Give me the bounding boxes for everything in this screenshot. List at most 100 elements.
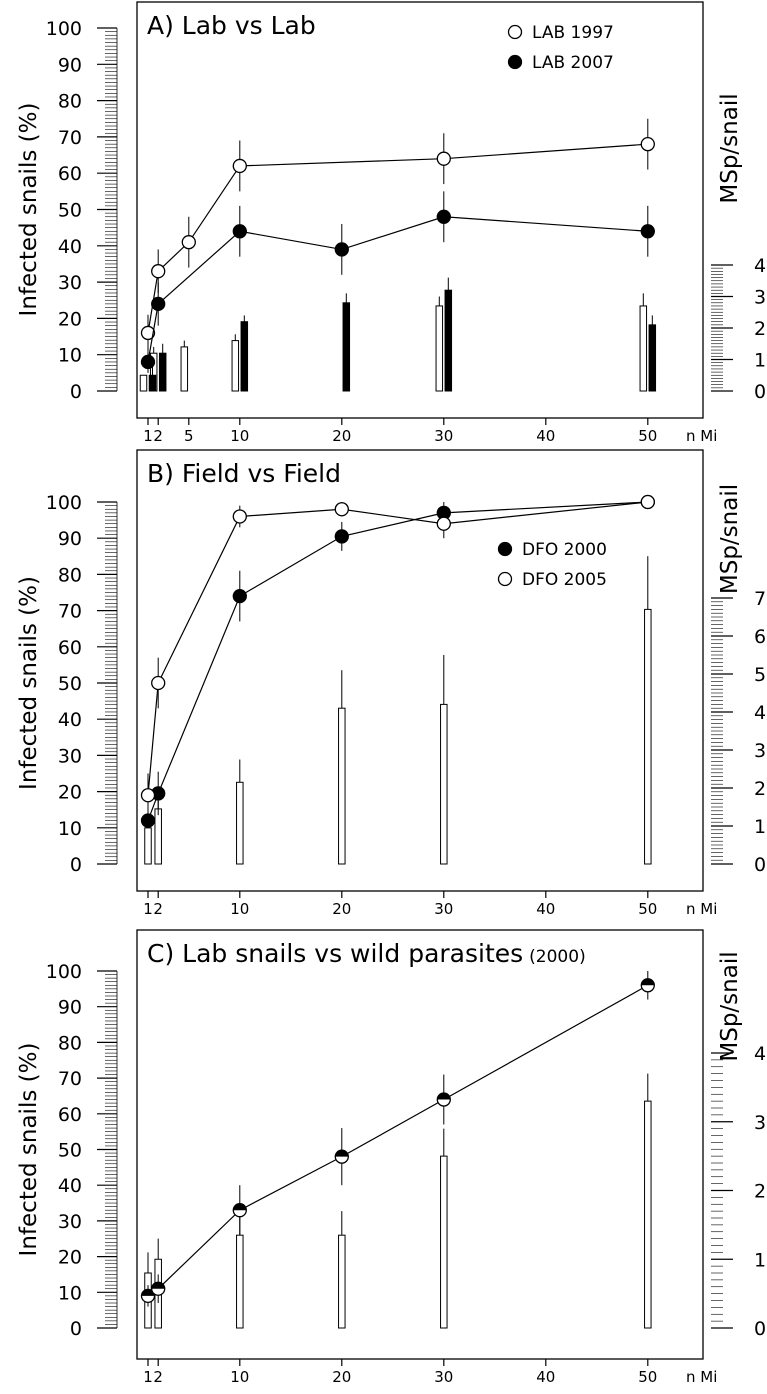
x-axis-label: n Mi bbox=[686, 1368, 717, 1386]
bar bbox=[180, 346, 189, 392]
legend-label: DFO 2005 bbox=[522, 570, 607, 590]
line-series-lab-2007 bbox=[140, 191, 655, 373]
chart-panel-A: A) Lab vs Lab0102030405060708090100Infec… bbox=[16, 1, 766, 445]
x-tick-label: 1 bbox=[143, 1368, 153, 1386]
y-axis-left: 0 10 20 30 40 50 60 70 80 90 100 bbox=[46, 18, 118, 403]
x-tick-label: 50 bbox=[638, 900, 657, 918]
plot-frame bbox=[136, 1, 704, 419]
data-point-fill bbox=[141, 1289, 155, 1296]
legend-label: DFO 2000 bbox=[522, 540, 607, 560]
data-point bbox=[140, 788, 156, 803]
data-point-fill bbox=[641, 978, 655, 986]
y-tick-label: 40 bbox=[58, 709, 82, 731]
bar bbox=[148, 374, 157, 392]
y2-tick-label: 7 bbox=[754, 588, 766, 610]
bar bbox=[435, 305, 444, 392]
y-tick-label: 30 bbox=[58, 272, 82, 294]
line-series-dfo-2005 bbox=[140, 494, 655, 817]
x-tick-label: 30 bbox=[434, 427, 453, 445]
data-point bbox=[232, 224, 247, 239]
data-point bbox=[436, 151, 451, 166]
y2-tick-label: 6 bbox=[754, 626, 766, 648]
y-tick-label: 50 bbox=[58, 200, 82, 222]
data-point bbox=[151, 675, 166, 691]
y-tick-label: 0 bbox=[70, 854, 82, 876]
y-tick-label: 60 bbox=[58, 637, 82, 659]
x-tick-label: 2 bbox=[153, 427, 163, 445]
y2-tick-label: 5 bbox=[754, 664, 766, 686]
data-point bbox=[232, 588, 247, 604]
data-point-fill bbox=[437, 1093, 451, 1100]
y2-tick-label: 3 bbox=[754, 287, 766, 309]
y-axis-right: 0 1 2 3 4 bbox=[711, 255, 766, 403]
x-tick-label: 40 bbox=[536, 1368, 555, 1386]
data-point bbox=[232, 509, 247, 524]
x-tick-label: 50 bbox=[638, 427, 657, 445]
y2-axis-label: MSp/snail bbox=[717, 93, 743, 203]
bar bbox=[236, 781, 244, 865]
bar bbox=[240, 321, 249, 392]
data-point bbox=[151, 296, 166, 312]
chart-title: A) Lab vs Lab bbox=[147, 11, 316, 40]
y-tick-label: 90 bbox=[58, 997, 82, 1019]
chart-title: C) Lab snails vs wild parasites (2000) bbox=[147, 939, 586, 968]
y-tick-label: 30 bbox=[58, 745, 82, 767]
y2-tick-label: 4 bbox=[754, 702, 766, 724]
x-tick-label: 30 bbox=[434, 1368, 453, 1386]
data-point bbox=[232, 158, 247, 174]
bar-series-open bbox=[144, 1073, 652, 1329]
y-tick-label: 100 bbox=[46, 961, 82, 983]
y-axis-left: 0 10 20 30 40 50 60 70 80 90 100 bbox=[46, 961, 118, 1340]
y-tick-label: 70 bbox=[58, 601, 82, 623]
bar bbox=[338, 707, 346, 865]
y2-tick-label: 2 bbox=[754, 778, 766, 800]
y2-tick-label: 4 bbox=[754, 1043, 766, 1065]
legend-label: LAB 2007 bbox=[532, 53, 614, 73]
y2-tick-label: 2 bbox=[754, 318, 766, 340]
y-tick-label: 20 bbox=[58, 782, 82, 804]
x-tick-label: 30 bbox=[434, 900, 453, 918]
x-tick-label: 10 bbox=[230, 900, 249, 918]
x-tick-label: 2 bbox=[153, 1368, 163, 1386]
y-tick-label: 70 bbox=[58, 127, 82, 149]
bar bbox=[648, 324, 657, 392]
y-axis-label: Infected snails (%) bbox=[16, 576, 42, 790]
y-tick-label: 70 bbox=[58, 1068, 82, 1090]
legend: LAB 1997 LAB 2007 bbox=[507, 23, 614, 73]
y-tick-label: 40 bbox=[58, 236, 82, 258]
bar bbox=[139, 374, 148, 392]
data-point bbox=[640, 137, 655, 152]
data-point bbox=[140, 354, 156, 370]
x-tick-label: 5 bbox=[184, 427, 194, 445]
legend-label: LAB 1997 bbox=[532, 23, 614, 43]
legend-marker bbox=[507, 24, 523, 40]
x-tick-label: 50 bbox=[638, 1368, 657, 1386]
y-tick-label: 100 bbox=[46, 492, 82, 514]
bar bbox=[444, 289, 453, 392]
x-axis-label: n Mi bbox=[686, 900, 717, 918]
y-tick-label: 80 bbox=[58, 564, 82, 586]
y-axis-label: Infected snails (%) bbox=[16, 103, 42, 317]
legend: DFO 2000 DFO 2005 bbox=[497, 540, 607, 590]
x-axis-label: n Mi bbox=[686, 427, 717, 445]
bar bbox=[236, 1234, 244, 1329]
x-tick-label: 40 bbox=[536, 900, 555, 918]
x-tick-label: 1 bbox=[143, 900, 153, 918]
data-point bbox=[640, 494, 655, 510]
y-tick-label: 60 bbox=[58, 1104, 82, 1126]
series-line bbox=[147, 501, 648, 796]
y-axis-right: 0 1 2 3 4 5 6 7 bbox=[711, 588, 766, 876]
bar-series-filled bbox=[148, 277, 657, 392]
y2-tick-label: 4 bbox=[754, 255, 766, 277]
chart-title-suffix: (2000) bbox=[529, 947, 586, 967]
y-tick-label: 10 bbox=[58, 818, 82, 840]
y2-axis-label: MSp/snail bbox=[717, 484, 743, 594]
x-tick-label: 40 bbox=[536, 427, 555, 445]
data-point bbox=[436, 516, 451, 531]
y-axis-label: Infected snails (%) bbox=[16, 1043, 42, 1257]
y-tick-label: 100 bbox=[46, 18, 82, 40]
plot-frame bbox=[136, 449, 704, 892]
data-point bbox=[640, 224, 655, 239]
x-axis: 1 2 10 20 30 40 50 n Mi bbox=[143, 1359, 717, 1386]
bar bbox=[231, 340, 240, 392]
